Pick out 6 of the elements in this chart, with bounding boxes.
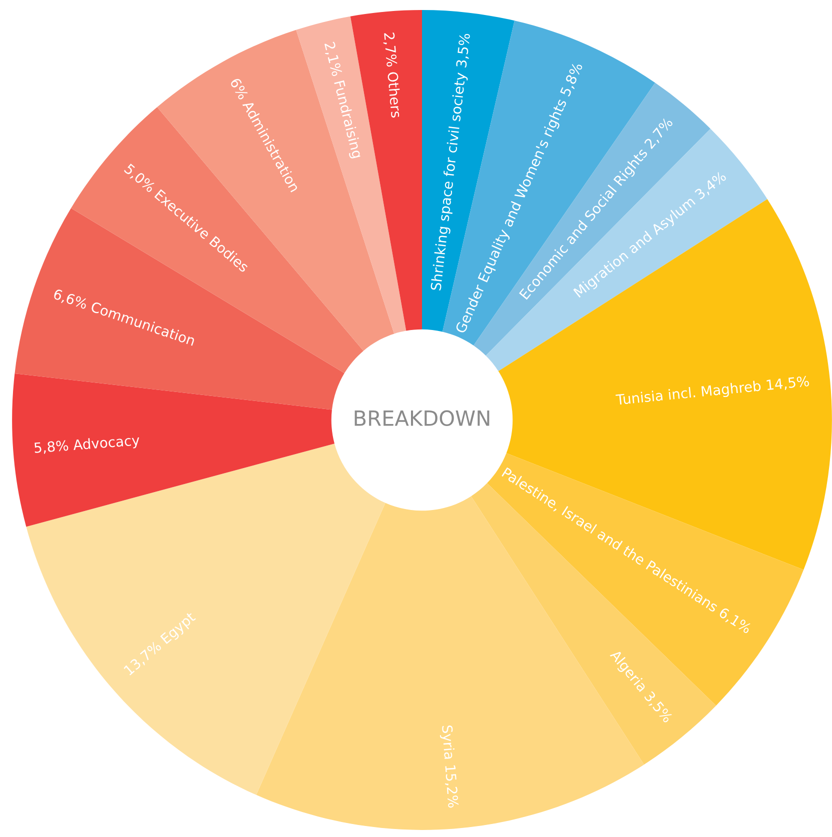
slice-label: Tunisia incl. Maghreb 14,5% bbox=[616, 375, 810, 408]
text: BREAKDOWN bbox=[354, 410, 490, 426]
slice-label: 2,7% Others bbox=[382, 32, 402, 118]
slice-label: 5,8% Advocacy bbox=[34, 434, 140, 456]
slice-label: Shrinking space for civil society 3,5% bbox=[430, 33, 473, 291]
slice-label: Syria 15,2% bbox=[439, 725, 460, 808]
